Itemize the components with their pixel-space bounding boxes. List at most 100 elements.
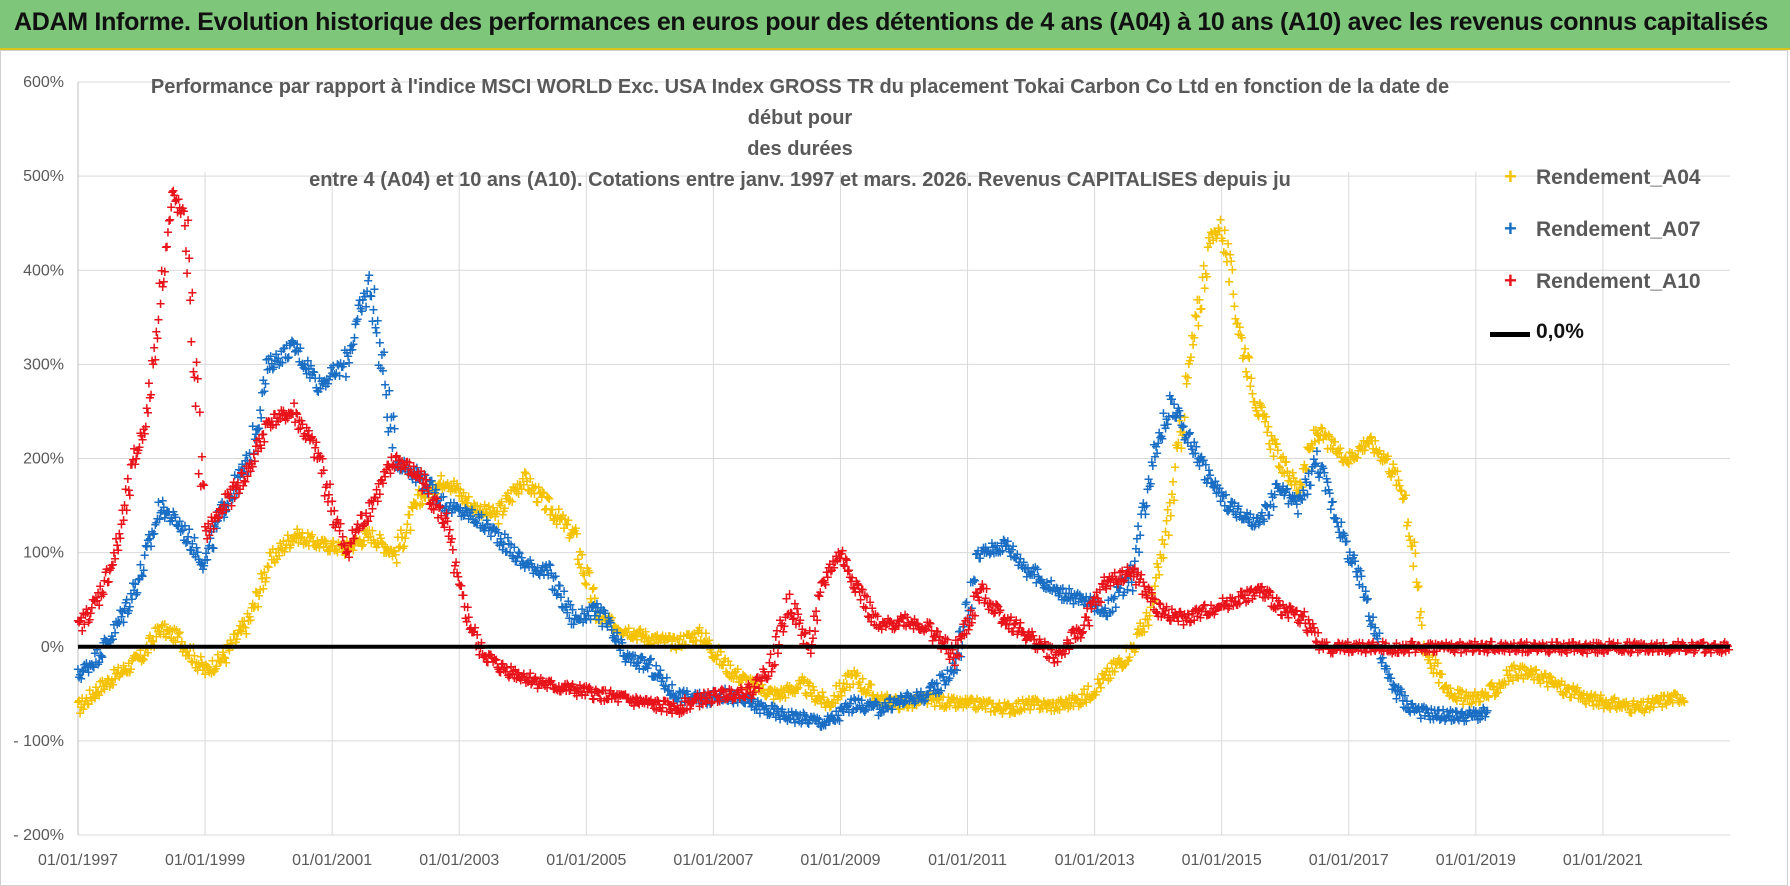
data-point: + xyxy=(575,545,586,560)
data-point: + xyxy=(190,661,201,676)
data-point: + xyxy=(1585,690,1596,705)
x-tick-label: 01/01/2003 xyxy=(419,852,499,869)
data-point: + xyxy=(523,483,534,498)
data-point: + xyxy=(926,694,937,709)
data-point: + xyxy=(186,544,197,559)
data-point: + xyxy=(1026,698,1037,713)
data-point: + xyxy=(379,345,390,360)
data-point: + xyxy=(1405,534,1416,549)
data-point: + xyxy=(329,368,340,383)
data-point: + xyxy=(183,649,194,664)
legend-marker-a04: + xyxy=(1504,164,1517,190)
data-point: + xyxy=(246,456,257,471)
data-point: + xyxy=(87,659,98,674)
data-point: + xyxy=(989,704,1000,719)
data-point: + xyxy=(1399,489,1410,504)
data-point: + xyxy=(402,465,413,480)
data-point: + xyxy=(290,529,301,544)
data-point: + xyxy=(101,678,112,693)
data-point: + xyxy=(1517,660,1528,675)
data-point: + xyxy=(954,695,965,710)
data-point: + xyxy=(758,682,769,697)
data-point: + xyxy=(142,534,153,549)
data-point: + xyxy=(198,663,209,678)
data-point: + xyxy=(140,539,151,554)
data-point: + xyxy=(1254,397,1265,412)
data-point: + xyxy=(1557,688,1568,703)
data-point: + xyxy=(458,486,469,501)
y-tick-label: 100% xyxy=(23,545,64,562)
data-point: + xyxy=(1110,657,1121,672)
data-point: + xyxy=(329,543,340,558)
data-point: + xyxy=(150,518,161,533)
data-point: + xyxy=(1040,697,1051,712)
data-point: + xyxy=(937,699,948,714)
data-point: + xyxy=(85,659,96,674)
data-point: + xyxy=(1018,697,1029,712)
data-point: + xyxy=(129,584,140,599)
data-point: + xyxy=(414,467,425,482)
data-point: + xyxy=(185,543,196,558)
data-point: + xyxy=(514,478,525,493)
data-point: + xyxy=(1164,496,1175,511)
data-point: + xyxy=(460,491,471,506)
data-point: + xyxy=(1015,702,1026,717)
data-point: + xyxy=(168,505,179,520)
data-point: + xyxy=(1379,454,1390,469)
data-point: + xyxy=(186,335,197,350)
data-point: + xyxy=(437,482,448,497)
data-point: + xyxy=(663,630,674,645)
data-point: + xyxy=(760,689,771,704)
data-point: + xyxy=(1412,580,1423,595)
data-point: + xyxy=(289,337,300,352)
data-point: + xyxy=(345,344,356,359)
data-point: + xyxy=(1105,671,1116,686)
data-point: + xyxy=(1278,450,1289,465)
data-point: + xyxy=(318,374,329,389)
data-point: + xyxy=(1460,692,1471,707)
data-point: + xyxy=(1377,455,1388,470)
data-point: + xyxy=(254,589,265,604)
data-point: + xyxy=(319,374,330,389)
data-point: + xyxy=(79,658,90,673)
data-point: + xyxy=(1279,466,1290,481)
data-point: + xyxy=(1175,425,1186,440)
data-point: + xyxy=(1450,692,1461,707)
data-point: + xyxy=(347,343,358,358)
data-point: + xyxy=(315,382,326,397)
data-point: + xyxy=(139,648,150,663)
data-point: + xyxy=(153,496,164,511)
data-point: + xyxy=(288,335,299,350)
data-point: + xyxy=(980,702,991,717)
data-point: + xyxy=(454,489,465,504)
data-point: + xyxy=(606,611,617,626)
data-point: + xyxy=(669,630,680,645)
data-point: + xyxy=(1102,661,1113,676)
data-point: + xyxy=(229,628,240,643)
data-point: + xyxy=(133,573,144,588)
data-point: + xyxy=(334,369,345,384)
data-point: + xyxy=(75,668,86,683)
data-point: + xyxy=(616,626,627,641)
data-point: + xyxy=(767,684,778,699)
data-point: + xyxy=(200,553,211,568)
data-point: + xyxy=(526,486,537,501)
data-point: + xyxy=(868,688,879,703)
data-point: + xyxy=(174,514,185,529)
data-point: + xyxy=(306,359,317,374)
data-point: + xyxy=(490,510,501,525)
data-point: + xyxy=(706,645,717,660)
data-point: + xyxy=(1066,696,1077,711)
data-point: + xyxy=(356,305,367,320)
data-point: + xyxy=(1424,650,1435,665)
data-point: + xyxy=(956,697,967,712)
data-point: + xyxy=(401,526,412,541)
data-point: + xyxy=(111,615,122,630)
data-point: + xyxy=(803,679,814,694)
data-point: + xyxy=(1475,695,1486,710)
data-point: + xyxy=(335,356,346,371)
data-point: + xyxy=(639,635,650,650)
data-point: + xyxy=(120,596,131,611)
data-point: + xyxy=(468,504,479,519)
data-point: + xyxy=(1187,329,1198,344)
